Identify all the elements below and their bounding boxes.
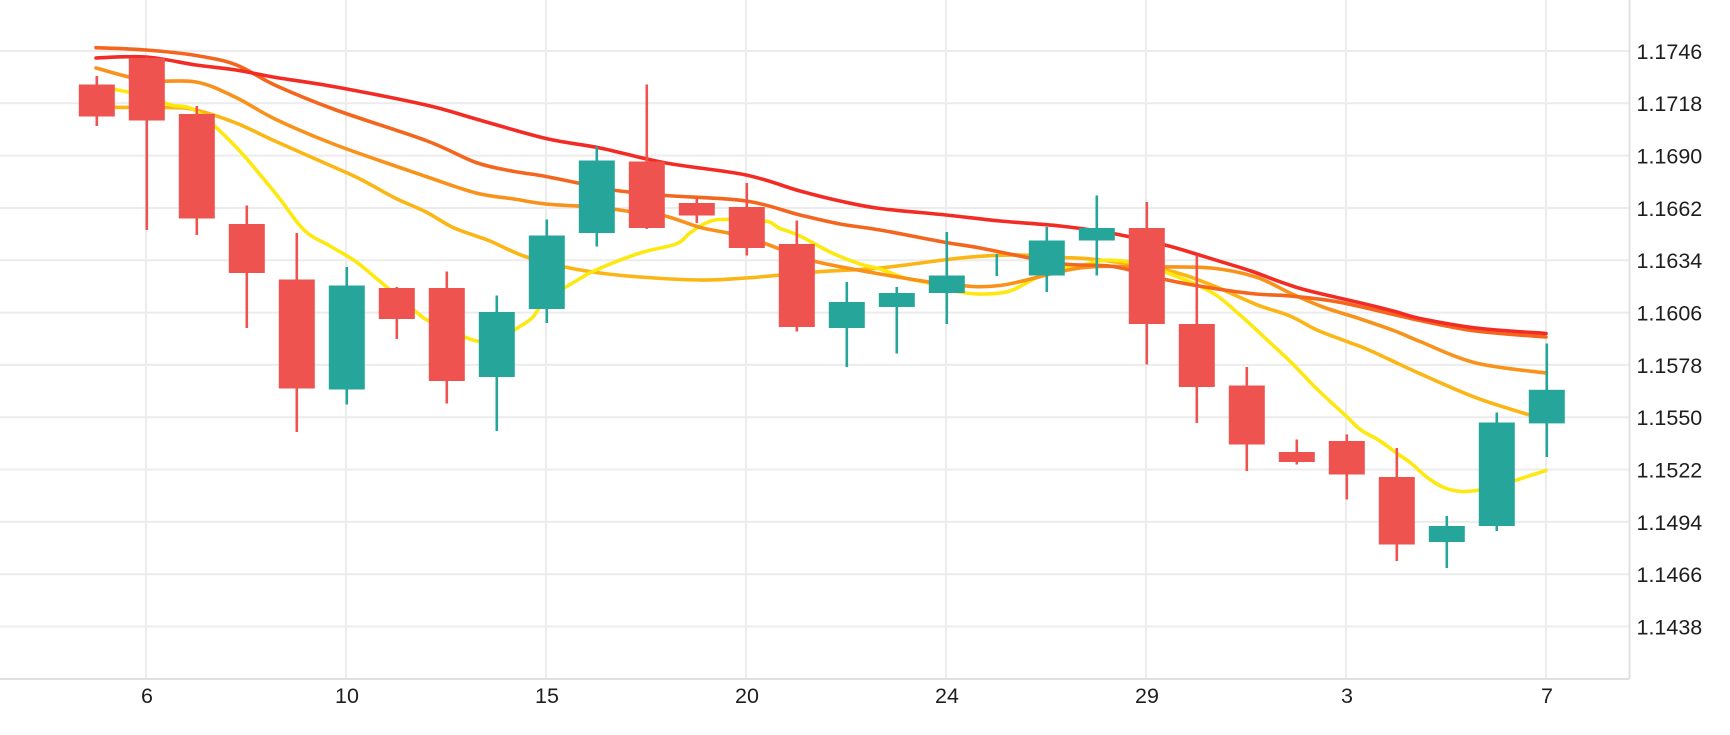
svg-text:1.1466: 1.1466 bbox=[1637, 563, 1703, 587]
svg-text:1.1494: 1.1494 bbox=[1637, 511, 1703, 535]
svg-text:1.1690: 1.1690 bbox=[1637, 145, 1703, 169]
svg-text:1.1662: 1.1662 bbox=[1637, 197, 1703, 221]
svg-text:3: 3 bbox=[1341, 684, 1353, 708]
svg-text:1.1606: 1.1606 bbox=[1637, 302, 1703, 326]
svg-text:6: 6 bbox=[141, 684, 153, 708]
svg-text:20: 20 bbox=[735, 684, 759, 708]
svg-text:24: 24 bbox=[935, 684, 959, 708]
svg-text:1.1718: 1.1718 bbox=[1637, 92, 1703, 116]
svg-text:10: 10 bbox=[335, 684, 359, 708]
svg-text:1.1438: 1.1438 bbox=[1637, 615, 1703, 639]
svg-text:1.1550: 1.1550 bbox=[1637, 406, 1703, 430]
svg-text:7: 7 bbox=[1541, 684, 1553, 708]
svg-text:1.1746: 1.1746 bbox=[1637, 40, 1703, 64]
svg-text:1.1578: 1.1578 bbox=[1637, 354, 1703, 378]
svg-text:1.1634: 1.1634 bbox=[1637, 249, 1703, 273]
svg-text:15: 15 bbox=[535, 684, 559, 708]
svg-text:29: 29 bbox=[1135, 684, 1159, 708]
svg-text:1.1522: 1.1522 bbox=[1637, 458, 1703, 482]
